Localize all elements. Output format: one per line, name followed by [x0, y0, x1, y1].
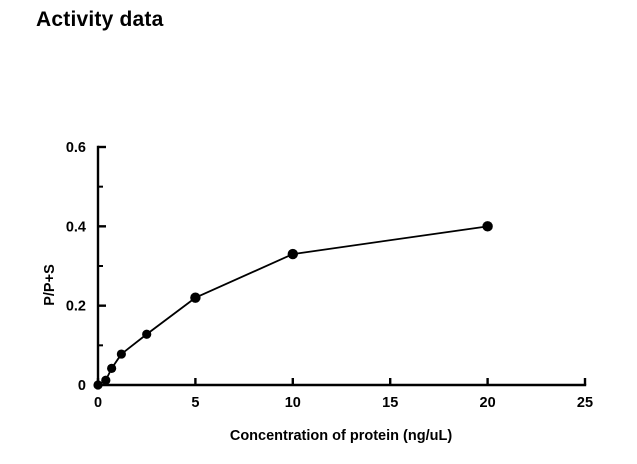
x-axis-group: 0 5 10 15 20 25 Concentration of protein (ng/…: [94, 378, 593, 444]
data-point-3: [116, 349, 126, 359]
x-tick-label-15: 15: [382, 395, 398, 411]
page-title: Activity data: [36, 8, 164, 31]
x-tick-label-0: 0: [94, 395, 102, 411]
y-axis-group: 0 0.2 0.4 0.6 P/P+S: [42, 140, 106, 394]
y-axis-minor-ticks: [98, 185, 103, 347]
x-tick-label-10: 10: [285, 395, 301, 411]
x-axis-tick-labels: 0 5 10 15 20 25: [94, 395, 593, 411]
data-point-1: [101, 375, 111, 385]
x-tick-label-25: 25: [577, 395, 593, 411]
data-point-5: [190, 292, 201, 303]
data-point-6: [287, 248, 298, 260]
x-tick-label-20: 20: [480, 395, 496, 411]
data-point-7: [482, 221, 493, 232]
y-axis-major-ticks: [98, 145, 106, 307]
series-markers: [93, 221, 493, 390]
y-tick-label-0.2: 0.2: [66, 299, 86, 315]
x-axis-title: Concentration of protein (ng/uL): [230, 428, 452, 444]
data-point-0: [93, 380, 103, 390]
data-point-2: [107, 363, 117, 373]
y-tick-label-0.4: 0.4: [66, 219, 86, 235]
x-tick-label-5: 5: [191, 395, 199, 411]
y-tick-label-0: 0: [78, 378, 86, 394]
data-series-group: [93, 221, 493, 390]
y-axis-tick-labels: 0 0.2 0.4 0.6: [66, 140, 86, 394]
y-axis-title: P/P+S: [42, 264, 58, 306]
data-point-4: [142, 329, 152, 339]
y-tick-label-0.6: 0.6: [66, 140, 86, 156]
